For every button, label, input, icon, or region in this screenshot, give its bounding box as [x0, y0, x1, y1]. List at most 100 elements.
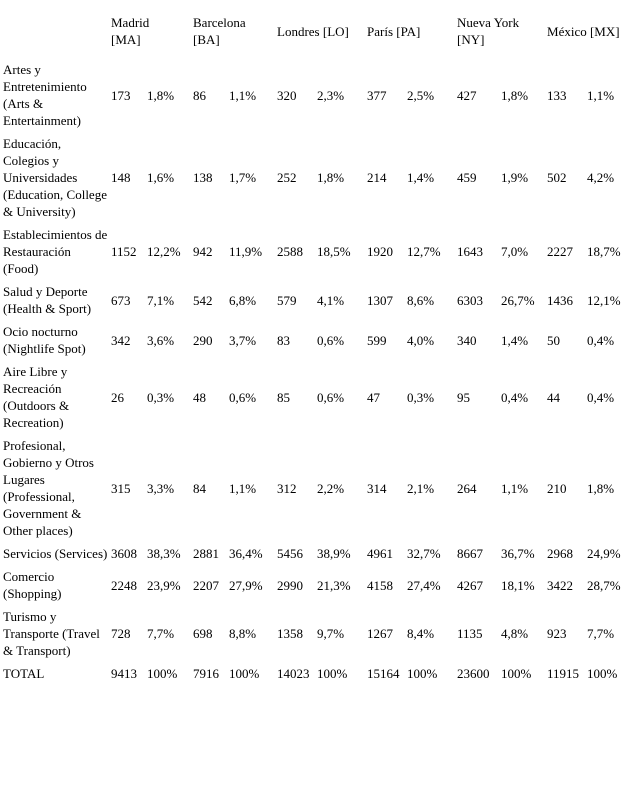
percent-cell: 4,1%	[317, 292, 345, 308]
category-cell: Aire Libre y Recreación (Outdoors & Recr…	[3, 364, 70, 430]
percent-cell: 1,6%	[147, 170, 175, 185]
percent-cell: 100%	[229, 666, 260, 681]
count-cell: 315	[111, 480, 131, 496]
percent-cell: 7,0%	[501, 244, 529, 259]
percent-cell: 1,1%	[229, 87, 257, 103]
count-cell: 26	[111, 389, 124, 405]
count-cell: 4158	[367, 577, 394, 593]
percent-cell: 1,1%	[501, 480, 529, 496]
count-cell: 1920	[367, 244, 394, 259]
percent-cell: 1,8%	[501, 87, 529, 103]
percent-cell: 1,4%	[501, 332, 529, 348]
percent-cell: 100%	[501, 666, 532, 681]
table-row: Salud y Deporte (Health & Sport) 673 7,1% 5…	[2, 280, 622, 320]
header-row: Madrid [MA] Barcelona [BA] Londres [LO] París…	[2, 4, 622, 58]
table-row: Comercio (Shopping) 2248 23,9% 2207 27,9% 299…	[2, 565, 622, 605]
percent-cell: 18,5%	[317, 244, 351, 259]
count-cell: 698	[193, 626, 213, 641]
category-column-header	[2, 4, 110, 58]
count-cell: 252	[277, 170, 297, 185]
count-cell: 314	[367, 480, 387, 496]
count-cell: 11915	[547, 666, 580, 681]
count-cell: 2968	[547, 546, 574, 561]
count-cell: 290	[193, 332, 213, 348]
count-cell: 2207	[193, 577, 219, 593]
count-cell: 50	[547, 332, 561, 348]
category-cell: Profesional, Gobierno y Otros Lugares (P…	[3, 438, 94, 538]
table-row: Aire Libre y Recreación (Outdoors & Recr…	[2, 360, 622, 434]
percent-cell: 7,1%	[147, 292, 175, 308]
count-cell: 2990	[277, 577, 304, 593]
percent-cell: 0,6%	[317, 389, 345, 405]
count-cell: 459	[457, 170, 477, 185]
percent-cell: 2,1%	[407, 480, 435, 496]
percent-cell: 12,7%	[407, 244, 441, 259]
count-cell: 8667	[457, 546, 484, 561]
percent-cell: 12,2%	[147, 244, 181, 259]
percent-cell: 32,7%	[407, 546, 441, 561]
percent-cell: 0,6%	[317, 332, 345, 348]
count-cell: 2881	[193, 546, 219, 561]
count-cell: 942	[193, 244, 213, 259]
percent-cell: 0,4%	[587, 332, 615, 348]
percent-cell: 1,8%	[317, 170, 345, 185]
total-row: TOTAL 9413 100% 7916 100% 14023 100% 15164 100% 2…	[2, 662, 622, 688]
percent-cell: 1,1%	[587, 87, 615, 103]
count-cell: 148	[111, 170, 131, 185]
percent-cell: 2,3%	[317, 87, 345, 103]
count-cell: 84	[193, 480, 206, 496]
table-body: Artes y Entretenimiento (Arts & Entertai…	[2, 58, 622, 688]
percent-cell: 23,9%	[147, 577, 181, 593]
count-cell: 1307	[367, 292, 394, 308]
percent-cell: 3,6%	[147, 332, 175, 348]
percent-cell: 28,7%	[587, 577, 621, 593]
percent-cell: 1,9%	[501, 170, 529, 185]
category-cell: Educación, Colegios y Universidades (Edu…	[3, 136, 107, 219]
count-cell: 728	[111, 626, 131, 641]
count-cell: 47	[367, 389, 381, 405]
count-cell: 14023	[277, 666, 310, 681]
percent-cell: 18,7%	[587, 244, 621, 259]
category-cell: Turismo y Transporte (Travel & Transport…	[3, 609, 100, 658]
percent-cell: 1,8%	[587, 480, 615, 496]
table-row: Artes y Entretenimiento (Arts & Entertai…	[2, 58, 622, 132]
category-cell: Servicios (Services)	[3, 546, 108, 561]
count-cell: 599	[367, 332, 387, 348]
category-cell: Salud y Deporte (Health & Sport)	[3, 284, 92, 316]
count-cell: 6303	[457, 292, 484, 308]
percent-cell: 18,1%	[501, 577, 535, 593]
city-column-header: Londres [LO]	[277, 23, 349, 39]
count-cell: 44	[547, 389, 561, 405]
count-cell: 2588	[277, 244, 304, 259]
city-column-header: Nueva York [NY]	[457, 15, 520, 47]
percent-cell: 11,9%	[229, 244, 263, 259]
count-cell: 83	[277, 332, 291, 348]
category-cell: Establecimientos de Restauración (Food)	[3, 227, 108, 276]
percent-cell: 27,4%	[407, 577, 441, 593]
percent-cell: 0,4%	[587, 389, 615, 405]
percent-cell: 7,7%	[147, 626, 175, 641]
count-cell: 3608	[111, 546, 137, 561]
count-cell: 1135	[457, 626, 483, 641]
count-cell: 4267	[457, 577, 484, 593]
count-cell: 48	[193, 389, 206, 405]
percent-cell: 27,9%	[229, 577, 263, 593]
count-cell: 86	[193, 87, 206, 103]
count-cell: 579	[277, 292, 297, 308]
percent-cell: 8,4%	[407, 626, 435, 641]
percent-cell: 3,3%	[147, 480, 175, 496]
count-cell: 923	[547, 626, 567, 641]
category-cell: Ocio nocturno (Nightlife Spot)	[3, 324, 86, 356]
count-cell: 2248	[111, 577, 137, 593]
table-row: Establecimientos de Restauración (Food) 1…	[2, 223, 622, 280]
table-row: Ocio nocturno (Nightlife Spot) 342 3,6% 290…	[2, 320, 622, 360]
percent-cell: 12,1%	[587, 292, 621, 308]
percent-cell: 36,7%	[501, 546, 535, 561]
count-cell: 342	[111, 332, 131, 348]
count-cell: 1436	[547, 292, 574, 308]
table-row: Servicios (Services) 3608 38,3% 2881 36,4% 54…	[2, 542, 622, 565]
percent-cell: 100%	[407, 666, 438, 681]
table-row: Turismo y Transporte (Travel & Transport…	[2, 605, 622, 662]
percent-cell: 38,3%	[147, 546, 181, 561]
percent-cell: 9,7%	[317, 626, 345, 641]
